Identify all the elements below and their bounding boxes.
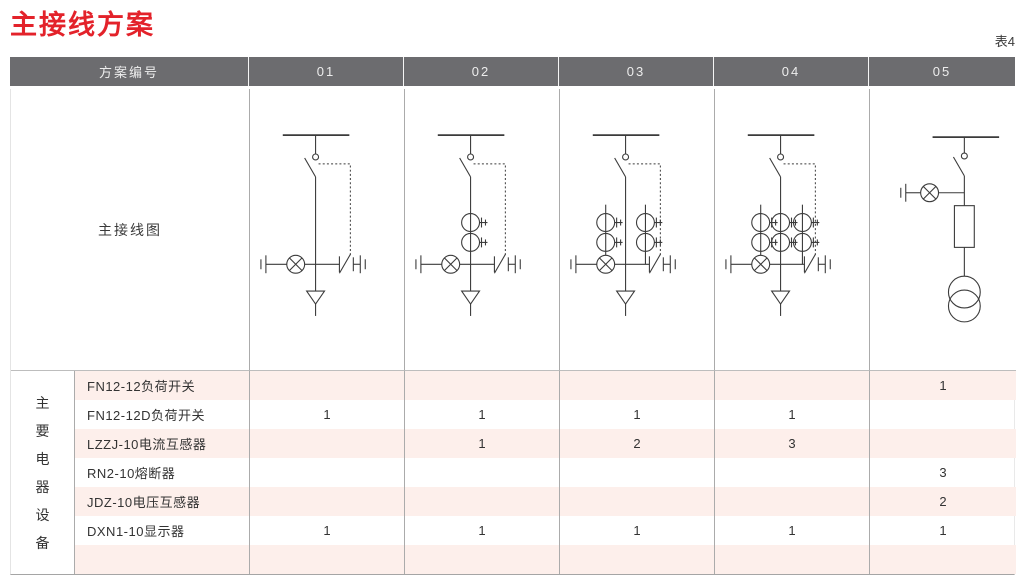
count-cell-scheme-05: 1 xyxy=(869,371,1016,400)
count-cell-scheme-01 xyxy=(249,371,404,400)
group-label-char: 电 xyxy=(35,450,50,467)
count-cell-scheme-03 xyxy=(559,458,714,487)
group-label-char: 主 xyxy=(35,394,50,411)
equipment-name: RN2-10熔断器 xyxy=(74,458,249,487)
single-line-diagram-03 xyxy=(559,89,714,371)
count-cell-scheme-03 xyxy=(559,371,714,400)
count-cell-scheme-03 xyxy=(559,545,714,574)
count-cell-scheme-02 xyxy=(404,545,559,574)
count-cell-scheme-02: 1 xyxy=(404,516,559,545)
circuit-diagram-icon xyxy=(560,89,714,370)
group-label-char: 设 xyxy=(35,506,50,523)
equipment-name: FN12-12负荷开关 xyxy=(74,371,249,400)
count-cell-scheme-04: 1 xyxy=(714,400,869,429)
count-cell-scheme-02 xyxy=(404,371,559,400)
count-cell-scheme-03: 1 xyxy=(559,400,714,429)
count-cell-scheme-04 xyxy=(714,458,869,487)
equipment-group-label: 主要电器设备 xyxy=(11,371,74,574)
count-cell-scheme-02 xyxy=(404,458,559,487)
count-cell-scheme-02: 1 xyxy=(404,400,559,429)
circuit-diagram-icon xyxy=(715,89,869,370)
circuit-diagram-icon xyxy=(870,89,1016,370)
count-cell-scheme-01 xyxy=(249,487,404,516)
count-cell-scheme-05 xyxy=(869,400,1016,429)
table-header-row: 方案编号 01 02 03 04 05 xyxy=(10,57,1015,86)
count-cell-scheme-02 xyxy=(404,487,559,516)
table-body: 主接线图主要电器设备 FN12-12负荷开关 1 FN12-12D负荷开关 1 1 1 1 LZ… xyxy=(10,89,1016,575)
count-cell-scheme-03 xyxy=(559,487,714,516)
group-label-char: 要 xyxy=(35,422,50,439)
equipment-name xyxy=(74,545,249,574)
count-cell-scheme-05 xyxy=(869,545,1016,574)
single-line-diagram-01 xyxy=(249,89,404,371)
count-cell-scheme-01 xyxy=(249,458,404,487)
count-cell-scheme-04 xyxy=(714,545,869,574)
count-cell-scheme-01 xyxy=(249,545,404,574)
count-cell-scheme-05 xyxy=(869,429,1016,458)
count-cell-scheme-01: 1 xyxy=(249,516,404,545)
header-scheme-number-label: 方案编号 xyxy=(10,57,248,86)
header-scheme-02: 02 xyxy=(403,57,558,86)
equipment-name: DXN1-10显示器 xyxy=(74,516,249,545)
count-cell-scheme-04: 1 xyxy=(714,516,869,545)
count-cell-scheme-05: 2 xyxy=(869,487,1016,516)
single-line-diagram-02 xyxy=(404,89,559,371)
group-label-char: 备 xyxy=(35,534,50,551)
count-cell-scheme-01 xyxy=(249,429,404,458)
count-cell-scheme-05: 3 xyxy=(869,458,1016,487)
count-cell-scheme-03: 2 xyxy=(559,429,714,458)
circuit-diagram-icon xyxy=(250,89,404,370)
count-cell-scheme-04 xyxy=(714,487,869,516)
equipment-name: JDZ-10电压互感器 xyxy=(74,487,249,516)
count-cell-scheme-04: 3 xyxy=(714,429,869,458)
circuit-diagram-icon xyxy=(405,89,559,370)
header-scheme-05: 05 xyxy=(868,57,1015,86)
diagram-row-label: 主接线图 xyxy=(11,89,249,371)
table-number-label: 表4 xyxy=(994,34,1015,49)
header-scheme-01: 01 xyxy=(248,57,403,86)
header-scheme-03: 03 xyxy=(558,57,713,86)
single-line-diagram-04 xyxy=(714,89,869,371)
equipment-name: FN12-12D负荷开关 xyxy=(74,400,249,429)
group-label-char: 器 xyxy=(35,478,50,495)
count-cell-scheme-03: 1 xyxy=(559,516,714,545)
single-line-diagram-05 xyxy=(869,89,1016,371)
equipment-name: LZZJ-10电流互感器 xyxy=(74,429,249,458)
header-scheme-04: 04 xyxy=(713,57,868,86)
count-cell-scheme-05: 1 xyxy=(869,516,1016,545)
count-cell-scheme-04 xyxy=(714,371,869,400)
page-title: 主接线方案 xyxy=(10,10,155,40)
main-wiring-scheme-table: 方案编号 01 02 03 04 05 主接线图主要电器设备 FN12-12负荷开关 1 FN1… xyxy=(10,57,1016,575)
count-cell-scheme-02: 1 xyxy=(404,429,559,458)
count-cell-scheme-01: 1 xyxy=(249,400,404,429)
